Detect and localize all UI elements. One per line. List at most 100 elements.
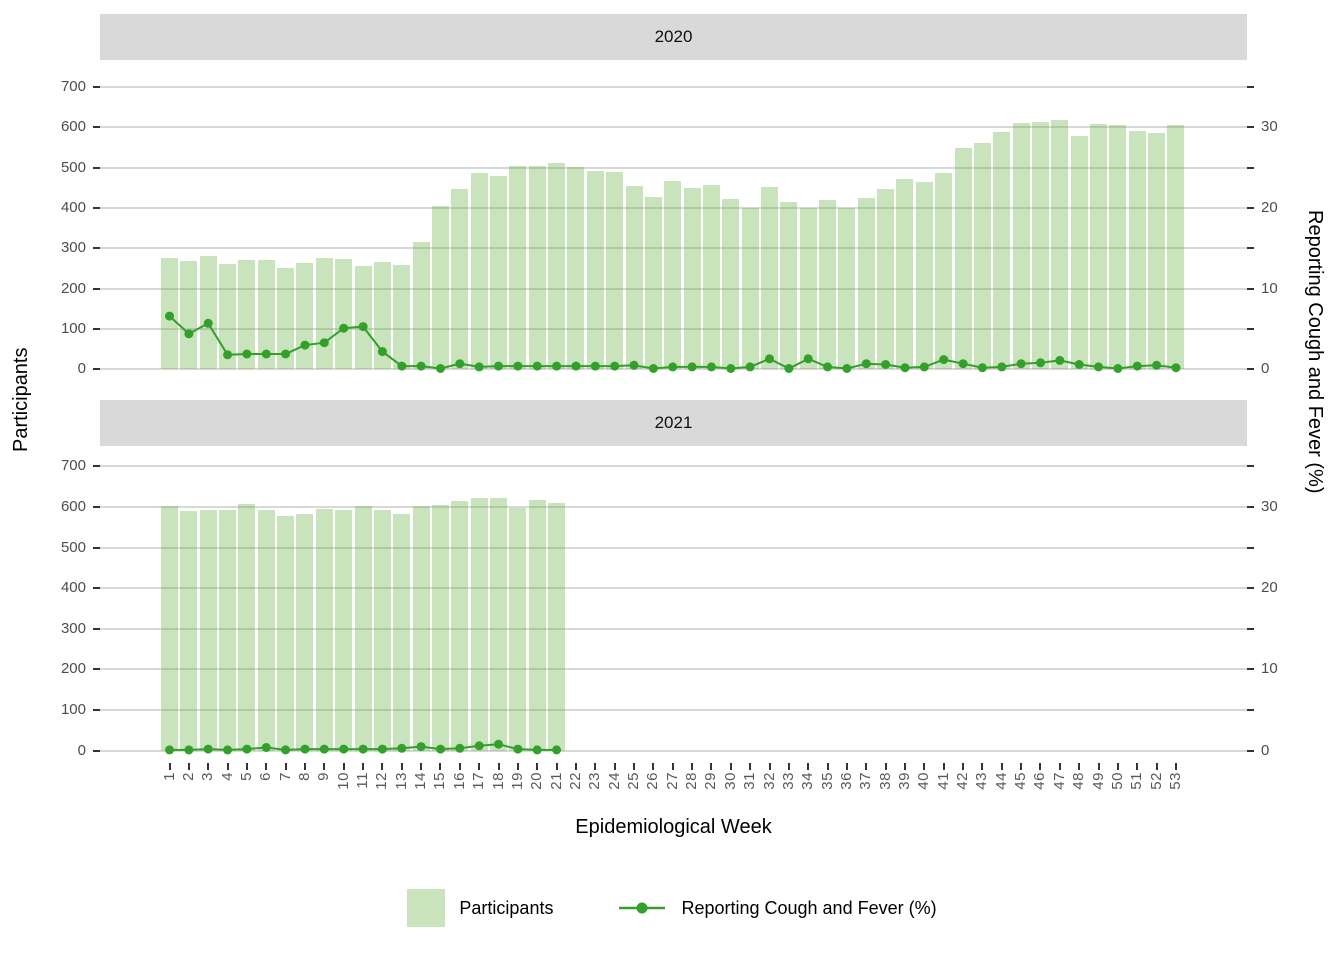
right-tick-label-20: 20 [1261, 579, 1278, 597]
bar-week-40 [915, 182, 933, 370]
x-tick-label-14: 14 [412, 772, 430, 790]
facet-label-2020: 2020 [654, 27, 693, 46]
x-tick-mark-8 [303, 763, 306, 770]
bar-week-22 [567, 166, 585, 370]
left-tick-label-100: 100 [60, 701, 86, 719]
x-tick-mark-16 [458, 763, 461, 770]
x-tick-mark-45 [1020, 763, 1023, 770]
x-tick-label-13: 13 [392, 772, 410, 790]
right-tick-mark-5 [1247, 709, 1254, 712]
x-tick-label-9: 9 [315, 772, 333, 781]
bar-week-49 [1090, 124, 1108, 370]
left-tick-label-700: 700 [60, 77, 86, 95]
bar-week-17 [470, 498, 488, 751]
x-tick-mark-40 [923, 763, 926, 770]
gridline-400 [100, 587, 1247, 590]
legend-item-cough-fever: Reporting Cough and Fever (%) [617, 898, 937, 919]
gridline-500 [100, 546, 1247, 549]
x-tick-label-7: 7 [276, 772, 294, 781]
facet-strip-2020: 2020 [100, 14, 1247, 60]
bar-week-8 [296, 262, 314, 370]
left-tick-mark-300 [93, 627, 100, 630]
bar-week-46 [1031, 122, 1049, 370]
x-tick-mark-29 [710, 763, 713, 770]
x-tick-label-11: 11 [354, 772, 372, 789]
x-tick-label-17: 17 [470, 772, 488, 790]
bar-week-38 [877, 189, 895, 370]
x-tick-mark-38 [884, 763, 887, 770]
left-tick-mark-600 [93, 126, 100, 129]
bar-week-17 [470, 172, 488, 370]
x-tick-label-35: 35 [818, 772, 836, 790]
bar-week-19 [509, 165, 527, 370]
x-tick-label-48: 48 [1070, 772, 1088, 790]
x-tick-mark-39 [903, 763, 906, 770]
gridline-700 [100, 465, 1247, 468]
bar-week-2 [180, 511, 198, 751]
x-tick-label-40: 40 [915, 772, 933, 790]
x-tick-mark-50 [1116, 763, 1119, 770]
left-tick-label-700: 700 [60, 457, 86, 475]
x-tick-label-32: 32 [760, 772, 778, 790]
x-tick-label-53: 53 [1166, 772, 1184, 790]
bar-week-7 [277, 515, 295, 751]
x-tick-mark-25 [633, 763, 636, 770]
left-tick-mark-100 [93, 327, 100, 330]
x-tick-mark-51 [1136, 763, 1139, 770]
bar-week-23 [586, 170, 604, 370]
right-tick-mark-10 [1247, 287, 1254, 290]
bar-week-53 [1167, 125, 1185, 370]
bar-week-37 [857, 198, 875, 370]
x-tick-label-36: 36 [837, 772, 855, 790]
x-tick-mark-42 [962, 763, 965, 770]
x-tick-mark-17 [478, 763, 481, 770]
x-tick-label-3: 3 [199, 772, 217, 781]
x-tick-label-16: 16 [450, 772, 468, 790]
x-tick-mark-21 [555, 763, 558, 770]
right-y-axis-title: Reporting Cough and Fever (%) [1304, 210, 1326, 494]
x-tick-mark-52 [1155, 763, 1158, 770]
left-tick-mark-0 [93, 749, 100, 752]
left-tick-label-600: 600 [60, 118, 86, 136]
x-tick-mark-2 [187, 763, 190, 770]
bar-week-18 [490, 498, 508, 751]
bar-week-19 [509, 507, 527, 751]
x-tick-mark-34 [807, 763, 810, 770]
bar-week-32 [761, 187, 778, 370]
left-tick-mark-500 [93, 166, 100, 169]
facet-strip-2021: 2021 [100, 400, 1247, 446]
bar-week-16 [451, 500, 469, 751]
left-tick-mark-200 [93, 668, 100, 671]
x-tick-label-42: 42 [954, 772, 972, 790]
bar-week-21 [548, 502, 566, 751]
x-tick-mark-13 [400, 763, 403, 770]
bar-week-9 [315, 258, 333, 370]
x-tick-label-52: 52 [1147, 772, 1165, 790]
facet-label-2021: 2021 [654, 413, 693, 432]
left-tick-mark-700 [93, 85, 100, 88]
x-tick-mark-44 [1000, 763, 1003, 770]
x-tick-label-10: 10 [334, 772, 352, 790]
bar-week-20 [528, 500, 546, 751]
x-tick-mark-15 [439, 763, 442, 770]
x-tick-label-38: 38 [876, 772, 894, 790]
bar-week-39 [896, 179, 914, 370]
x-tick-mark-3 [207, 763, 210, 770]
x-tick-mark-23 [594, 763, 597, 770]
legend-label-participants: Participants [459, 897, 554, 918]
left-tick-label-400: 400 [60, 198, 86, 216]
left-tick-label-200: 200 [60, 279, 86, 297]
legend: Participants Reporting Cough and Fever (… [0, 878, 1344, 938]
right-tick-mark-30 [1247, 506, 1254, 509]
gridline-200 [100, 668, 1247, 671]
x-tick-mark-53 [1174, 763, 1177, 770]
right-tick-label-10: 10 [1261, 660, 1278, 678]
bar-week-8 [296, 513, 314, 751]
left-tick-label-500: 500 [60, 158, 86, 176]
x-tick-label-34: 34 [799, 772, 817, 790]
gridline-0 [100, 749, 1247, 752]
gridline-200 [100, 287, 1247, 290]
x-tick-mark-49 [1097, 763, 1100, 770]
right-tick-mark-25 [1247, 546, 1254, 549]
